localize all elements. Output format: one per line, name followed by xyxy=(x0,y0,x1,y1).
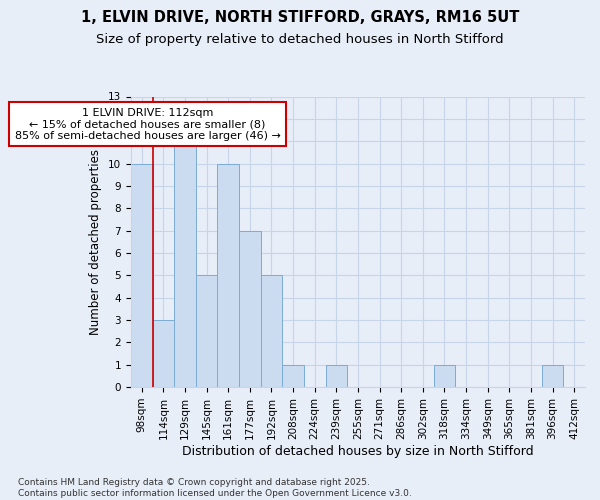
X-axis label: Distribution of detached houses by size in North Stifford: Distribution of detached houses by size … xyxy=(182,444,534,458)
Bar xyxy=(326,364,347,387)
Text: 1 ELVIN DRIVE: 112sqm
← 15% of detached houses are smaller (8)
85% of semi-detac: 1 ELVIN DRIVE: 112sqm ← 15% of detached … xyxy=(14,108,280,141)
Bar xyxy=(542,364,563,387)
Bar xyxy=(152,320,174,387)
Text: Size of property relative to detached houses in North Stifford: Size of property relative to detached ho… xyxy=(96,32,504,46)
Bar xyxy=(131,164,152,387)
Bar xyxy=(217,164,239,387)
Bar xyxy=(174,141,196,387)
Bar xyxy=(434,364,455,387)
Bar xyxy=(282,364,304,387)
Text: 1, ELVIN DRIVE, NORTH STIFFORD, GRAYS, RM16 5UT: 1, ELVIN DRIVE, NORTH STIFFORD, GRAYS, R… xyxy=(81,10,519,25)
Bar xyxy=(239,230,260,387)
Y-axis label: Number of detached properties: Number of detached properties xyxy=(89,149,103,335)
Bar xyxy=(196,276,217,387)
Text: Contains HM Land Registry data © Crown copyright and database right 2025.
Contai: Contains HM Land Registry data © Crown c… xyxy=(18,478,412,498)
Bar xyxy=(260,276,282,387)
